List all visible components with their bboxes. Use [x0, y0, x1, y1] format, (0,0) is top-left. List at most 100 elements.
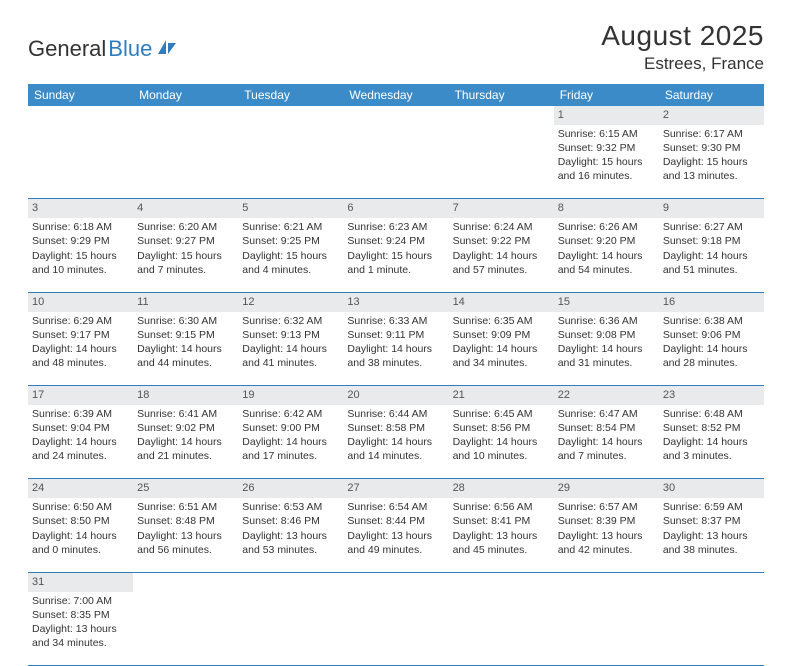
sunrise-text: Sunrise: 6:35 AM	[453, 314, 550, 328]
day-number-cell	[659, 572, 764, 591]
daylight-text: Daylight: 13 hours	[347, 529, 444, 543]
daynum-row: 10111213141516	[28, 292, 764, 311]
daylight-text: and 7 minutes.	[558, 449, 655, 463]
day-number: 17	[32, 389, 44, 401]
daylight-text: and 14 minutes.	[347, 449, 444, 463]
day-number-cell: 17	[28, 386, 133, 405]
details-row: Sunrise: 7:00 AMSunset: 8:35 PMDaylight:…	[28, 592, 764, 666]
sunset-text: Sunset: 9:08 PM	[558, 328, 655, 342]
daylight-text: and 45 minutes.	[453, 543, 550, 557]
day-number-cell	[343, 106, 448, 125]
daylight-text: and 10 minutes.	[32, 263, 129, 277]
day-number: 13	[347, 296, 359, 308]
daylight-text: and 38 minutes.	[663, 543, 760, 557]
weekday-header: Tuesday	[238, 84, 343, 106]
sunrise-text: Sunrise: 6:17 AM	[663, 127, 760, 141]
day-number: 29	[558, 482, 570, 494]
day-number-cell	[238, 572, 343, 591]
daylight-text: and 17 minutes.	[242, 449, 339, 463]
daylight-text: Daylight: 15 hours	[32, 249, 129, 263]
day-number: 28	[453, 482, 465, 494]
daylight-text: Daylight: 15 hours	[347, 249, 444, 263]
day-number: 20	[347, 389, 359, 401]
sunrise-text: Sunrise: 6:54 AM	[347, 500, 444, 514]
logo-text-dark: General	[28, 36, 106, 62]
daylight-text: and 41 minutes.	[242, 356, 339, 370]
sunrise-text: Sunrise: 6:36 AM	[558, 314, 655, 328]
daynum-row: 24 25 26 27 28 29 30	[28, 479, 764, 498]
day-number-cell: 6	[343, 199, 448, 218]
day-number-cell: 3	[28, 199, 133, 218]
day-number: 26	[242, 482, 254, 494]
day-number-cell	[238, 106, 343, 125]
sunset-text: Sunset: 9:18 PM	[663, 234, 760, 248]
day-details-cell: Sunrise: 6:38 AMSunset: 9:06 PMDaylight:…	[659, 312, 764, 386]
day-number-cell: 14	[449, 292, 554, 311]
daylight-text: and 53 minutes.	[242, 543, 339, 557]
day-number: 31	[32, 576, 44, 588]
day-details-cell: Sunrise: 6:36 AMSunset: 9:08 PMDaylight:…	[554, 312, 659, 386]
sunrise-text: Sunrise: 6:47 AM	[558, 407, 655, 421]
daylight-text: and 10 minutes.	[453, 449, 550, 463]
day-number-cell	[554, 572, 659, 591]
daylight-text: Daylight: 13 hours	[137, 529, 234, 543]
day-number: 22	[558, 389, 570, 401]
sunset-text: Sunset: 9:27 PM	[137, 234, 234, 248]
sunset-text: Sunset: 8:56 PM	[453, 421, 550, 435]
day-number-cell: 8	[554, 199, 659, 218]
details-row: Sunrise: 6:39 AMSunset: 9:04 PMDaylight:…	[28, 405, 764, 479]
day-details-cell	[343, 125, 448, 199]
sunrise-text: Sunrise: 6:30 AM	[137, 314, 234, 328]
sunset-text: Sunset: 8:50 PM	[32, 514, 129, 528]
details-row: Sunrise: 6:50 AMSunset: 8:50 PMDaylight:…	[28, 498, 764, 572]
day-number-cell	[133, 572, 238, 591]
day-details-cell: Sunrise: 6:24 AMSunset: 9:22 PMDaylight:…	[449, 218, 554, 292]
sunrise-text: Sunrise: 7:00 AM	[32, 594, 129, 608]
sunrise-text: Sunrise: 6:20 AM	[137, 220, 234, 234]
day-number: 25	[137, 482, 149, 494]
daylight-text: and 48 minutes.	[32, 356, 129, 370]
day-number-cell: 24	[28, 479, 133, 498]
month-title: August 2025	[601, 20, 764, 52]
day-details-cell: Sunrise: 6:51 AMSunset: 8:48 PMDaylight:…	[133, 498, 238, 572]
daylight-text: Daylight: 14 hours	[137, 435, 234, 449]
day-number-cell: 21	[449, 386, 554, 405]
day-number-cell: 22	[554, 386, 659, 405]
sunset-text: Sunset: 8:46 PM	[242, 514, 339, 528]
sunrise-text: Sunrise: 6:15 AM	[558, 127, 655, 141]
sunrise-text: Sunrise: 6:21 AM	[242, 220, 339, 234]
daylight-text: Daylight: 14 hours	[453, 435, 550, 449]
logo-text-blue: Blue	[108, 36, 152, 62]
sunrise-text: Sunrise: 6:39 AM	[32, 407, 129, 421]
day-details-cell: Sunrise: 6:56 AMSunset: 8:41 PMDaylight:…	[449, 498, 554, 572]
daylight-text: and 0 minutes.	[32, 543, 129, 557]
day-number: 21	[453, 389, 465, 401]
day-number-cell	[449, 106, 554, 125]
sunset-text: Sunset: 9:25 PM	[242, 234, 339, 248]
sunset-text: Sunset: 9:22 PM	[453, 234, 550, 248]
weekday-header: Friday	[554, 84, 659, 106]
day-number: 30	[663, 482, 675, 494]
sunset-text: Sunset: 9:02 PM	[137, 421, 234, 435]
day-details-cell: Sunrise: 6:59 AMSunset: 8:37 PMDaylight:…	[659, 498, 764, 572]
daylight-text: Daylight: 13 hours	[32, 622, 129, 636]
day-details-cell: Sunrise: 6:35 AMSunset: 9:09 PMDaylight:…	[449, 312, 554, 386]
daylight-text: Daylight: 14 hours	[347, 342, 444, 356]
day-number: 27	[347, 482, 359, 494]
day-number: 24	[32, 482, 44, 494]
page-header: GeneralBlue August 2025 Estrees, France	[28, 20, 764, 74]
sunrise-text: Sunrise: 6:33 AM	[347, 314, 444, 328]
daylight-text: Daylight: 14 hours	[558, 435, 655, 449]
day-details-cell: Sunrise: 6:27 AMSunset: 9:18 PMDaylight:…	[659, 218, 764, 292]
day-number-cell	[343, 572, 448, 591]
day-details-cell: Sunrise: 6:17 AMSunset: 9:30 PMDaylight:…	[659, 125, 764, 199]
day-number-cell: 29	[554, 479, 659, 498]
day-details-cell: Sunrise: 6:33 AMSunset: 9:11 PMDaylight:…	[343, 312, 448, 386]
day-details-cell: Sunrise: 6:39 AMSunset: 9:04 PMDaylight:…	[28, 405, 133, 479]
sunrise-text: Sunrise: 6:18 AM	[32, 220, 129, 234]
daylight-text: and 57 minutes.	[453, 263, 550, 277]
day-number-cell: 16	[659, 292, 764, 311]
day-details-cell: Sunrise: 6:15 AMSunset: 9:32 PMDaylight:…	[554, 125, 659, 199]
day-number: 9	[663, 202, 669, 214]
sunset-text: Sunset: 9:00 PM	[242, 421, 339, 435]
